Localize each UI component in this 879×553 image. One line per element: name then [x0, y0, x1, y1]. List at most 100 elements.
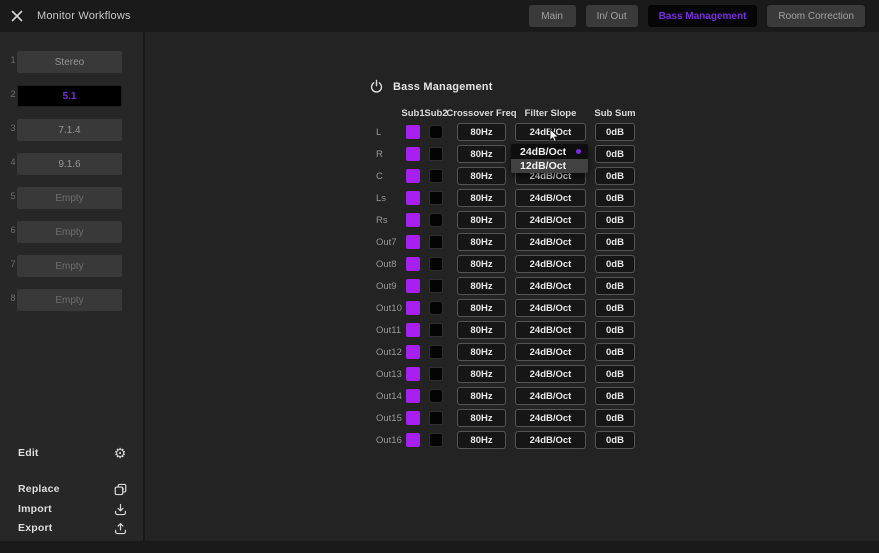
- sub2-checkbox[interactable]: [429, 301, 443, 315]
- sub1-checkbox[interactable]: [406, 389, 420, 403]
- filter-slope-button[interactable]: 24dB/Oct: [515, 431, 586, 449]
- filter-slope-button[interactable]: 24dB/Oct: [515, 255, 586, 273]
- sub-sum-button[interactable]: 0dB: [595, 145, 635, 163]
- preset-slot-button[interactable]: 9.1.6: [17, 153, 122, 175]
- sub1-checkbox[interactable]: [406, 147, 420, 161]
- preset-slot-button[interactable]: 7.1.4: [17, 119, 122, 141]
- sub2-checkbox[interactable]: [429, 147, 443, 161]
- sub2-checkbox[interactable]: [429, 213, 443, 227]
- crossover-freq-button[interactable]: 80Hz: [457, 409, 506, 427]
- export-button[interactable]: Export: [18, 518, 128, 538]
- filter-slope-button[interactable]: 24dB/Oct: [515, 233, 586, 251]
- crossover-freq-button[interactable]: 80Hz: [457, 343, 506, 361]
- sub2-checkbox[interactable]: [429, 191, 443, 205]
- filter-slope-button[interactable]: 24dB/Oct: [515, 211, 586, 229]
- gear-icon[interactable]: ⚙: [113, 445, 127, 461]
- sub1-checkbox[interactable]: [406, 169, 420, 183]
- sub1-checkbox[interactable]: [406, 125, 420, 139]
- sub-sum-button[interactable]: 0dB: [595, 123, 635, 141]
- sub-sum-button[interactable]: 0dB: [595, 343, 635, 361]
- sub-sum-button[interactable]: 0dB: [595, 277, 635, 295]
- dropdown-option[interactable]: 12dB/Oct: [511, 159, 588, 173]
- import-icon[interactable]: [112, 501, 128, 517]
- filter-slope-button[interactable]: 24dB/Oct: [515, 299, 586, 317]
- preset-slot-button[interactable]: Empty: [17, 255, 122, 277]
- power-icon[interactable]: [369, 79, 384, 94]
- sub1-checkbox[interactable]: [406, 345, 420, 359]
- top-tab[interactable]: Bass Management: [647, 5, 758, 27]
- top-tab[interactable]: In/ Out: [585, 5, 638, 27]
- sub2-checkbox[interactable]: [429, 323, 443, 337]
- crossover-freq-button[interactable]: 80Hz: [457, 431, 506, 449]
- sub-sum-button[interactable]: 0dB: [595, 255, 635, 273]
- close-icon[interactable]: [10, 9, 24, 23]
- sub2-checkbox[interactable]: [429, 279, 443, 293]
- sub2-checkbox[interactable]: [429, 235, 443, 249]
- top-tab[interactable]: Room Correction: [767, 5, 865, 27]
- sub-sum-button[interactable]: 0dB: [595, 299, 635, 317]
- crossover-freq-button[interactable]: 80Hz: [457, 365, 506, 383]
- top-tab[interactable]: Main: [528, 5, 576, 27]
- dropdown-option[interactable]: 24dB/Oct: [511, 144, 588, 159]
- sub2-checkbox[interactable]: [429, 389, 443, 403]
- crossover-freq-button[interactable]: 80Hz: [457, 123, 506, 141]
- sub1-checkbox[interactable]: [406, 257, 420, 271]
- sub-sum-button[interactable]: 0dB: [595, 233, 635, 251]
- replace-button[interactable]: Replace: [18, 479, 128, 499]
- sub1-checkbox[interactable]: [406, 367, 420, 381]
- sub2-checkbox[interactable]: [429, 433, 443, 447]
- sub1-checkbox[interactable]: [406, 301, 420, 315]
- table-row: R 80Hz 24dB/Oct 0dB: [376, 143, 635, 165]
- preset-slot-button[interactable]: 5.1: [17, 85, 122, 107]
- sub-sum-button[interactable]: 0dB: [595, 409, 635, 427]
- filter-slope-button[interactable]: 24dB/Oct: [515, 277, 586, 295]
- sub1-checkbox[interactable]: [406, 433, 420, 447]
- sub-sum-button[interactable]: 0dB: [595, 387, 635, 405]
- sub1-checkbox[interactable]: [406, 235, 420, 249]
- sub-sum-button[interactable]: 0dB: [595, 189, 635, 207]
- sub2-checkbox[interactable]: [429, 169, 443, 183]
- crossover-freq-button[interactable]: 80Hz: [457, 145, 506, 163]
- preset-slot-button[interactable]: Empty: [17, 289, 122, 311]
- crossover-freq-button[interactable]: 80Hz: [457, 321, 506, 339]
- filter-slope-button[interactable]: 24dB/Oct: [515, 365, 586, 383]
- sub-sum-button[interactable]: 0dB: [595, 167, 635, 185]
- filter-slope-button[interactable]: 24dB/Oct: [515, 321, 586, 339]
- sub2-checkbox[interactable]: [429, 345, 443, 359]
- sub2-checkbox[interactable]: [429, 367, 443, 381]
- crossover-freq-button[interactable]: 80Hz: [457, 255, 506, 273]
- crossover-freq-button[interactable]: 80Hz: [457, 233, 506, 251]
- sub1-checkbox[interactable]: [406, 213, 420, 227]
- crossover-freq-button[interactable]: 80Hz: [457, 387, 506, 405]
- crossover-freq-button[interactable]: 80Hz: [457, 299, 506, 317]
- crossover-freq-button[interactable]: 80Hz: [457, 211, 506, 229]
- sub2-checkbox[interactable]: [429, 257, 443, 271]
- preset-slot-button[interactable]: Empty: [17, 221, 122, 243]
- filter-slope-button[interactable]: 24dB/Oct: [515, 343, 586, 361]
- sub-sum-button[interactable]: 0dB: [595, 365, 635, 383]
- filter-slope-button[interactable]: 24dB/Oct: [515, 387, 586, 405]
- sub-sum-button[interactable]: 0dB: [595, 321, 635, 339]
- filter-slope-button[interactable]: 24dB/Oct: [515, 409, 586, 427]
- crossover-freq-button[interactable]: 80Hz: [457, 167, 506, 185]
- import-button[interactable]: Import: [18, 499, 128, 519]
- crossover-freq-button[interactable]: 80Hz: [457, 189, 506, 207]
- sub-sum-button[interactable]: 0dB: [595, 431, 635, 449]
- sub1-checkbox[interactable]: [406, 191, 420, 205]
- preset-slot-button[interactable]: Empty: [17, 187, 122, 209]
- filter-slope-button[interactable]: 24dB/Oct: [515, 189, 586, 207]
- filter-slope-button[interactable]: 24dB/Oct: [515, 123, 586, 141]
- sub1-checkbox[interactable]: [406, 279, 420, 293]
- edit-button[interactable]: Edit ⚙: [18, 443, 128, 463]
- export-icon[interactable]: [112, 520, 128, 536]
- crossover-freq-button[interactable]: 80Hz: [457, 277, 506, 295]
- channel-label: Out13: [376, 368, 402, 380]
- replace-icon[interactable]: [112, 481, 128, 497]
- preset-slot-button[interactable]: Stereo: [17, 51, 122, 73]
- sidebar-actions: Edit ⚙ Replace Import: [0, 32, 143, 541]
- sub-sum-button[interactable]: 0dB: [595, 211, 635, 229]
- sub2-checkbox[interactable]: [429, 411, 443, 425]
- sub1-checkbox[interactable]: [406, 323, 420, 337]
- sub2-checkbox[interactable]: [429, 125, 443, 139]
- sub1-checkbox[interactable]: [406, 411, 420, 425]
